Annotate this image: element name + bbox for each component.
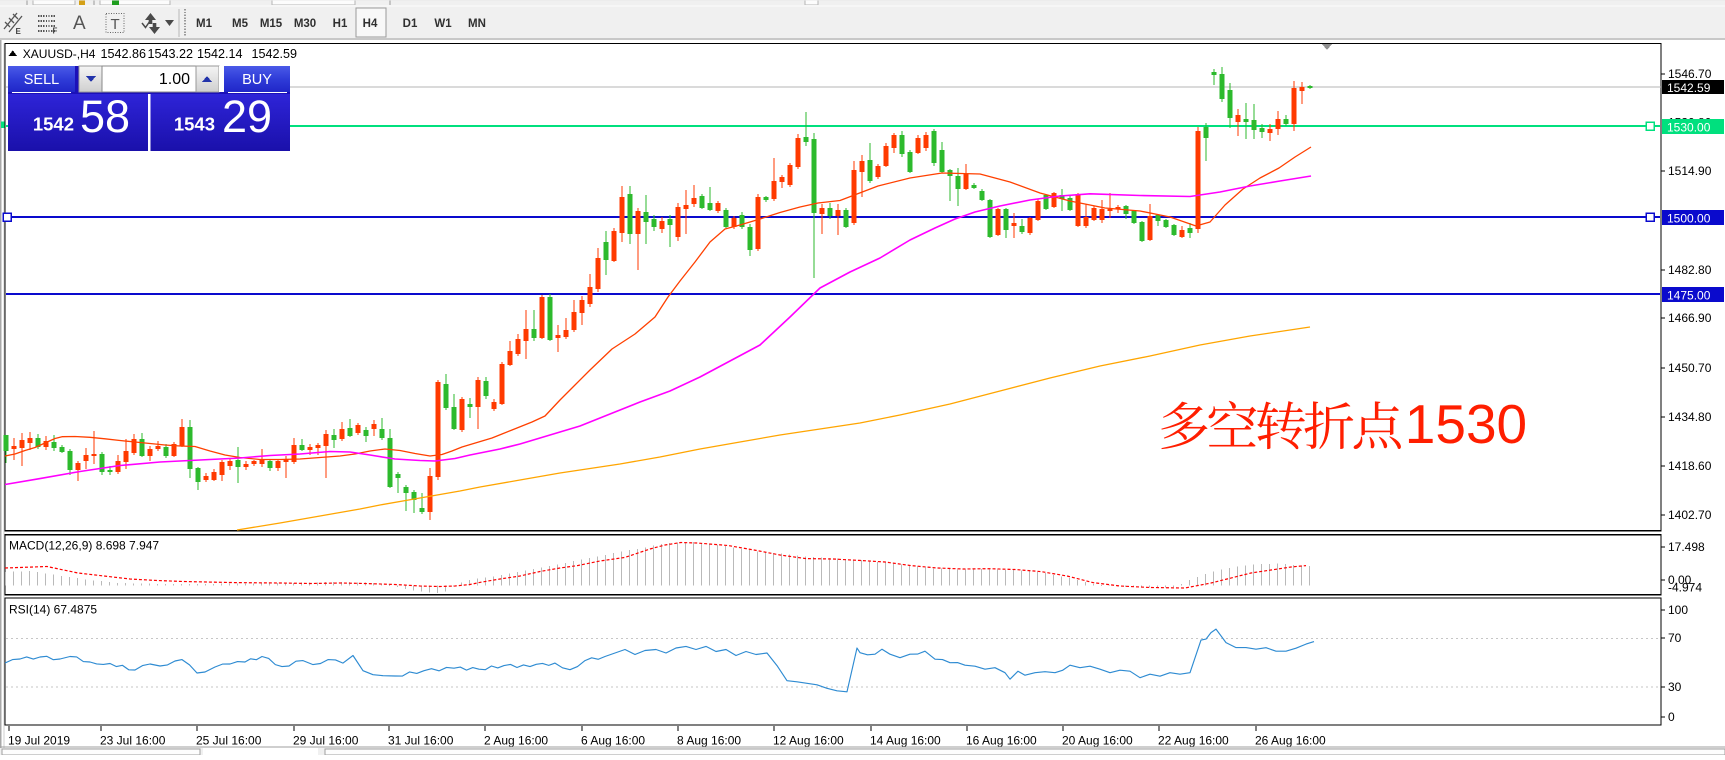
svg-text:1466.90: 1466.90	[1668, 311, 1712, 325]
svg-text:1546.70: 1546.70	[1668, 67, 1712, 81]
svg-text:29 Jul 16:00: 29 Jul 16:00	[293, 734, 359, 748]
svg-text:1418.60: 1418.60	[1668, 459, 1712, 473]
svg-text:M1: M1	[196, 18, 213, 30]
svg-text:23 Jul 16:00: 23 Jul 16:00	[100, 734, 166, 748]
svg-text:1543.22: 1543.22	[148, 47, 194, 61]
svg-text:20 Aug 16:00: 20 Aug 16:00	[1062, 734, 1133, 748]
svg-text:E: E	[16, 27, 22, 36]
svg-text:1542.59: 1542.59	[1667, 81, 1711, 95]
svg-text:22 Aug 16:00: 22 Aug 16:00	[1158, 734, 1229, 748]
svg-text:58: 58	[80, 91, 130, 142]
svg-text:6 Aug 16:00: 6 Aug 16:00	[581, 734, 645, 748]
svg-text:0: 0	[1668, 710, 1675, 724]
svg-text:2 Aug 16:00: 2 Aug 16:00	[484, 734, 548, 748]
svg-text:W1: W1	[434, 18, 452, 30]
svg-text:30: 30	[1668, 680, 1682, 694]
svg-text:17.498: 17.498	[1668, 540, 1705, 554]
svg-text:16 Aug 16:00: 16 Aug 16:00	[966, 734, 1037, 748]
svg-text:29: 29	[222, 91, 272, 142]
svg-text:H4: H4	[363, 18, 378, 30]
svg-text:1530.00: 1530.00	[1667, 121, 1711, 135]
svg-text:19 Jul 2019: 19 Jul 2019	[8, 734, 70, 748]
svg-text:8 Aug 16:00: 8 Aug 16:00	[677, 734, 741, 748]
svg-text:25 Jul 16:00: 25 Jul 16:00	[196, 734, 262, 748]
svg-text:1542.59: 1542.59	[252, 47, 298, 61]
svg-text:0.00: 0.00	[1668, 573, 1692, 587]
svg-text:1434.80: 1434.80	[1668, 410, 1712, 424]
svg-text:D1: D1	[403, 18, 418, 30]
svg-text:70: 70	[1668, 631, 1682, 645]
svg-text:1482.80: 1482.80	[1668, 263, 1712, 277]
svg-text:1.00: 1.00	[159, 71, 190, 88]
svg-text:1542: 1542	[33, 114, 74, 135]
svg-text:26 Aug 16:00: 26 Aug 16:00	[1255, 734, 1326, 748]
svg-text:M15: M15	[260, 18, 283, 30]
svg-text:A: A	[73, 13, 86, 34]
svg-text:1450.70: 1450.70	[1668, 361, 1712, 375]
svg-text:14 Aug 16:00: 14 Aug 16:00	[870, 734, 941, 748]
svg-text:1402.70: 1402.70	[1668, 508, 1712, 522]
svg-text:12 Aug 16:00: 12 Aug 16:00	[773, 734, 844, 748]
svg-text:31 Jul 16:00: 31 Jul 16:00	[388, 734, 454, 748]
svg-text:1530: 1530	[1405, 393, 1527, 455]
svg-text:1475.00: 1475.00	[1667, 289, 1711, 303]
svg-text:SELL: SELL	[24, 72, 59, 88]
svg-text:MACD(12,26,9) 8.698 7.947: MACD(12,26,9) 8.698 7.947	[9, 539, 159, 553]
svg-text:1543: 1543	[174, 114, 215, 135]
svg-text:1542.86: 1542.86	[101, 47, 147, 61]
svg-text:M5: M5	[232, 18, 249, 30]
svg-text:F: F	[53, 27, 58, 36]
svg-text:M30: M30	[294, 18, 316, 30]
svg-text:1514.90: 1514.90	[1668, 164, 1712, 178]
svg-text:-4.974: -4.974	[1668, 581, 1702, 595]
svg-text:1500.00: 1500.00	[1667, 212, 1711, 226]
svg-text:H1: H1	[333, 18, 348, 30]
svg-text:1542.14: 1542.14	[197, 47, 243, 61]
svg-text:T: T	[111, 16, 120, 33]
svg-text:BUY: BUY	[242, 72, 272, 88]
svg-text:MN: MN	[468, 18, 486, 30]
svg-text:RSI(14) 67.4875: RSI(14) 67.4875	[9, 603, 97, 617]
svg-text:XAUUSD-,H4: XAUUSD-,H4	[23, 47, 96, 61]
svg-text:100: 100	[1668, 603, 1688, 617]
